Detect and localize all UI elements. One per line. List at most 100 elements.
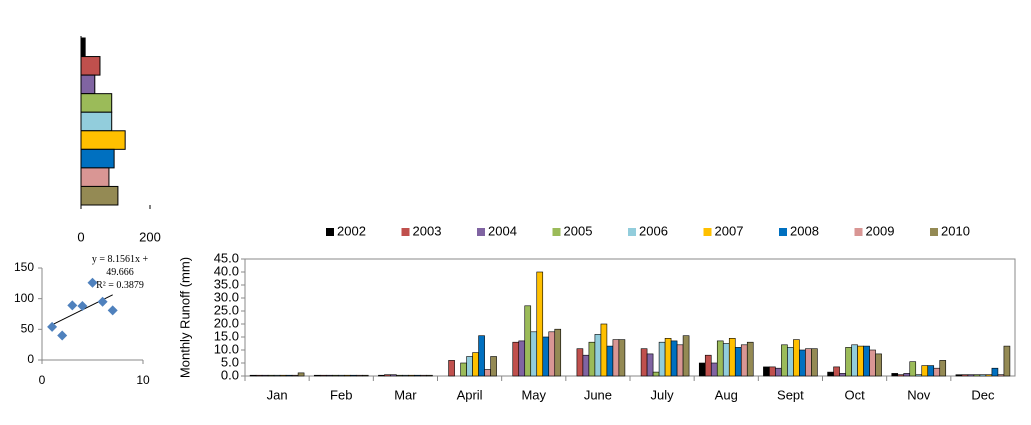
bar xyxy=(536,271,544,377)
legend-label: 2009 xyxy=(866,223,895,238)
bar xyxy=(325,374,333,377)
bar xyxy=(361,374,369,377)
x-tick-label: Feb xyxy=(330,387,352,402)
bar xyxy=(967,374,975,377)
bar xyxy=(979,374,987,377)
bar xyxy=(261,374,269,377)
bar xyxy=(384,374,391,377)
y-tick-label: 0 xyxy=(27,352,34,366)
bar xyxy=(355,374,363,377)
bar xyxy=(811,348,818,377)
bar xyxy=(909,361,917,377)
bar xyxy=(769,366,776,377)
bar xyxy=(787,347,794,377)
bar xyxy=(833,366,840,377)
legend-label: 2004 xyxy=(488,223,517,238)
bar xyxy=(542,336,550,377)
bar xyxy=(676,344,684,377)
bar xyxy=(478,335,485,377)
legend-label: 2008 xyxy=(790,223,819,238)
y-tick-label: 0.0 xyxy=(221,367,239,382)
bar xyxy=(652,371,660,377)
bar xyxy=(716,340,724,377)
bar xyxy=(331,374,339,377)
bar xyxy=(273,374,281,377)
legend-label: 2010 xyxy=(941,223,970,238)
bar xyxy=(793,339,800,377)
y-axis-label: Monthly Runoff (mm) xyxy=(177,257,192,378)
point xyxy=(57,330,68,341)
bar xyxy=(903,373,911,377)
legend-label: 2007 xyxy=(715,223,744,238)
bar xyxy=(781,344,788,377)
bar xyxy=(588,341,596,377)
bar xyxy=(704,354,712,377)
bar xyxy=(249,374,257,377)
bar xyxy=(313,374,321,377)
bar xyxy=(460,362,467,377)
bar xyxy=(576,348,584,377)
r-squared: R² = 0.3879 xyxy=(96,280,144,291)
point xyxy=(67,300,78,311)
bar xyxy=(80,167,110,187)
bar xyxy=(80,185,119,206)
bar xyxy=(420,374,427,377)
x-tick-label: Oct xyxy=(844,387,865,402)
x-tick-label: April xyxy=(457,387,483,402)
bar xyxy=(640,348,648,377)
legend-swatch xyxy=(703,228,712,236)
legend-label: 2005 xyxy=(564,223,593,238)
bar xyxy=(594,334,602,377)
bar xyxy=(414,374,421,377)
bar xyxy=(408,374,415,377)
bar xyxy=(472,352,479,377)
bar xyxy=(851,344,858,377)
bar xyxy=(349,374,357,377)
bar xyxy=(845,347,852,377)
bar xyxy=(646,353,654,377)
bar xyxy=(80,148,115,169)
bar xyxy=(554,328,562,377)
bar xyxy=(279,374,287,377)
bar xyxy=(670,340,678,377)
bar xyxy=(997,374,1005,377)
equation: y = 8.1561x + 49.666 xyxy=(91,254,149,278)
bar xyxy=(985,374,993,377)
trend-annotation: y = 8.1561x + 49.666 R² = 0.3879 xyxy=(84,253,156,292)
legend-swatch xyxy=(854,228,863,236)
point xyxy=(87,277,98,288)
legend-swatch xyxy=(326,228,334,236)
bar xyxy=(799,349,806,377)
bar xyxy=(582,354,590,377)
bar xyxy=(606,345,614,377)
bar xyxy=(698,362,706,377)
bar xyxy=(710,362,718,377)
bar xyxy=(839,373,846,377)
y-tick-label: 5.0 xyxy=(221,354,239,369)
y-tick-label: 150 xyxy=(14,260,34,274)
x-tick-label: Nov xyxy=(907,387,931,402)
bar xyxy=(80,93,113,113)
bar xyxy=(378,374,385,377)
legend-label: 2006 xyxy=(639,223,668,238)
legend-label: 2002 xyxy=(337,223,366,238)
bar xyxy=(548,331,556,377)
bar xyxy=(512,341,520,377)
legend-label: 2003 xyxy=(413,223,442,238)
bar xyxy=(80,74,96,95)
bar xyxy=(682,335,690,377)
bar xyxy=(869,349,876,377)
bar xyxy=(518,340,526,377)
bar xyxy=(857,345,864,377)
bar xyxy=(961,374,969,377)
bar xyxy=(484,369,491,377)
point xyxy=(97,296,108,307)
bar xyxy=(285,374,293,377)
bar xyxy=(722,343,730,377)
bar xyxy=(600,323,608,377)
bar xyxy=(343,374,351,377)
bar xyxy=(80,37,86,58)
y-tick-label: 30.0 xyxy=(214,289,239,304)
plot-frame xyxy=(244,258,1016,377)
